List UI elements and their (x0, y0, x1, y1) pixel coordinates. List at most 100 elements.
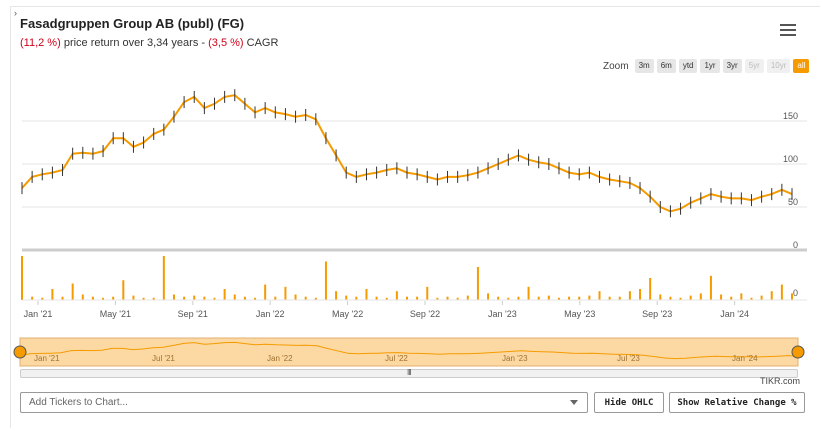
volume-bar (375, 296, 378, 300)
volume-bar (588, 295, 591, 300)
volume-bar (416, 296, 419, 300)
x-tick-label: Jan '23 (488, 309, 517, 319)
x-tick-label: Sep '21 (178, 309, 208, 319)
navigator-label: Jan '24 (732, 354, 758, 363)
volume-bar (436, 297, 439, 300)
volume-bar (183, 296, 186, 300)
volume-bar (628, 291, 631, 300)
volume-bar (669, 296, 672, 300)
volume-bar (659, 294, 662, 300)
volume-bar (324, 261, 327, 300)
price-axis: 150 100 50 0 (783, 111, 798, 250)
navigator-label: Jan '22 (267, 354, 293, 363)
volume-bar (385, 297, 388, 300)
volume-bar (102, 297, 105, 300)
zoom-ytd-button[interactable]: ytd (678, 59, 698, 73)
volume-bar (679, 297, 682, 300)
x-tick-label: May '21 (100, 309, 131, 319)
volume-bar (720, 294, 723, 300)
zoom-5yr-button[interactable]: 5yr (744, 59, 764, 73)
zoom-3yr-button[interactable]: 3yr (722, 59, 742, 73)
volume-bar (689, 295, 692, 300)
volume-bar (254, 297, 257, 300)
price-return-value: (11,2 %) (20, 37, 61, 49)
volume-bar (517, 296, 520, 300)
price-gridlines (22, 120, 807, 252)
zoom-10yr-button[interactable]: 10yr (766, 59, 791, 73)
x-axis: Jan '21 May '21 Sep '21 Jan '22 May '22 Sep '… (24, 301, 749, 319)
volume-tick-label: 0 (793, 288, 798, 298)
volume-bar (466, 295, 469, 300)
volume-bar (649, 278, 652, 300)
cagr-text: CAGR (243, 37, 279, 49)
collapse-arrow-icon[interactable]: › (14, 8, 17, 18)
zoom-6m-button[interactable]: 6m (656, 59, 676, 73)
x-tick-label: Sep '23 (642, 309, 672, 319)
volume-bar (446, 296, 449, 300)
volume-bar (91, 296, 94, 300)
volume-bar (395, 291, 398, 300)
navigator[interactable] (13, 337, 805, 367)
hide-ohlc-button[interactable]: Hide OHLC (594, 392, 664, 413)
volume-bar (172, 294, 175, 300)
volume-bar (578, 296, 581, 300)
navigator-scrollbar[interactable]: III (20, 368, 798, 378)
volume-bar (142, 297, 145, 300)
x-tick-label: Sep '22 (410, 309, 440, 319)
volume-bar (639, 289, 642, 300)
volume-bar (61, 296, 64, 300)
navigator-label: Jul '23 (617, 354, 640, 363)
volume-bar (335, 291, 338, 300)
volume-bar (780, 284, 783, 300)
volume-bar (598, 291, 601, 300)
volume-bar (537, 296, 540, 300)
price-series (21, 89, 793, 218)
volume-bar (112, 296, 115, 300)
price-tick-label: 50 (788, 197, 798, 207)
cagr-value: (3,5 %) (208, 37, 244, 49)
volume-bar (709, 275, 712, 300)
volume-bar (740, 293, 743, 300)
zoom-all-button[interactable]: all (793, 59, 810, 73)
volume-bar (791, 293, 793, 300)
scrollbar-grip-icon[interactable]: III (407, 368, 412, 377)
chart-subtitle: (11,2 %) price return over 3,34 years - … (20, 37, 278, 49)
volume-bar (456, 297, 459, 300)
volume-bar (21, 256, 23, 300)
volume-bar (243, 296, 246, 300)
volume-bar (568, 296, 571, 300)
x-tick-label: Jan '22 (256, 309, 285, 319)
volume-bar (274, 296, 277, 300)
add-tickers-input[interactable] (20, 392, 588, 413)
x-tick-label: May '23 (564, 309, 595, 319)
navigator-range (19, 337, 799, 367)
price-tick-label: 150 (783, 111, 798, 121)
volume-bar (760, 295, 763, 300)
volume-series (21, 256, 807, 301)
zoom-3m-button[interactable]: 3m (634, 59, 654, 73)
tikr-credit[interactable]: TIKR.com (760, 376, 801, 386)
zoom-1yr-button[interactable]: 1yr (700, 59, 720, 73)
price-tick-label: 0 (793, 240, 798, 250)
volume-bar (770, 291, 773, 300)
ticker-dropdown-caret-icon[interactable] (570, 400, 578, 405)
volume-bar (527, 286, 530, 300)
volume-bar (547, 295, 550, 300)
volume-bar (233, 294, 236, 300)
navigator-left-handle[interactable] (13, 345, 27, 359)
volume-axis: 0 (793, 288, 798, 298)
volume-bar (71, 283, 74, 300)
hamburger-menu-icon[interactable] (780, 24, 796, 38)
volume-bar (304, 296, 307, 300)
show-relative-change-button[interactable]: Show Relative Change % (669, 392, 805, 413)
volume-bar (426, 286, 429, 300)
volume-bar (699, 293, 702, 300)
volume-bar (507, 297, 510, 300)
navigator-right-handle[interactable] (791, 345, 805, 359)
volume-bar (31, 296, 34, 300)
x-tick-label: Jan '21 (24, 309, 53, 319)
volume-bar (355, 296, 358, 300)
volume-bar (476, 267, 479, 300)
volume-bar (122, 280, 125, 300)
